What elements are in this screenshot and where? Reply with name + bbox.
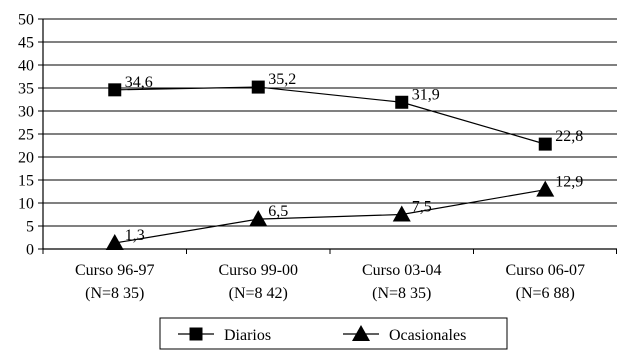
- y-tick-label: 10: [18, 196, 34, 213]
- x-tick-label: Curso 99-00: [218, 262, 298, 279]
- y-tick-label: 20: [18, 150, 34, 167]
- x-tick-label: Curso 03-04: [362, 262, 442, 279]
- data-point-ocasionales: [105, 234, 124, 251]
- y-tick-label: 0: [26, 242, 34, 259]
- legend-box: [159, 317, 508, 350]
- data-point-ocasionales: [249, 210, 268, 227]
- data-point-diarios: [251, 80, 265, 94]
- y-tick-label: 5: [26, 219, 34, 236]
- grid-lines: [43, 18, 617, 227]
- legend: Diarios Ocasionales: [159, 317, 508, 350]
- data-label-ocasionales: 12,9: [555, 174, 583, 191]
- data-point-diarios: [108, 83, 122, 97]
- y-tick-label: 45: [18, 35, 34, 52]
- series-diarios: 34,6 35,2 31,9 22,8: [108, 71, 583, 151]
- y-tick-label: 30: [18, 104, 34, 121]
- x-tick-label: (N=6 88): [516, 285, 575, 302]
- x-tick-label: Curso 96-97: [75, 262, 155, 279]
- x-tick-label: Curso 06-07: [505, 262, 585, 279]
- y-tick-label: 15: [18, 173, 34, 190]
- data-point-diarios: [395, 95, 409, 109]
- series-line-diarios: [114, 86, 546, 145]
- data-label-diarios: 34,6: [125, 74, 153, 91]
- data-label-diarios: 35,2: [268, 71, 296, 88]
- legend-marker-ocasionales: [352, 325, 370, 341]
- data-label-diarios: 22,8: [555, 128, 583, 145]
- data-label-ocasionales: 7,5: [412, 199, 432, 216]
- x-tick-label: (N=8 35): [85, 285, 144, 302]
- data-label-ocasionales: 6,5: [268, 203, 288, 220]
- series-line-ocasionales: [114, 189, 546, 244]
- x-tick-label: (N=8 42): [229, 285, 288, 302]
- data-point-ocasionales: [392, 205, 411, 222]
- data-point-ocasionales: [536, 180, 555, 197]
- data-label-ocasionales: 1,3: [125, 227, 145, 244]
- legend-marker-diarios: [189, 327, 203, 341]
- legend-label-ocasionales: Ocasionales: [389, 327, 466, 344]
- data-point-diarios: [538, 137, 552, 151]
- series-ocasionales: 1,3 6,5 7,5 12,9: [105, 174, 583, 251]
- y-tick-label: 50: [18, 12, 34, 29]
- x-axis-ticks: Curso 96-97 (N=8 35) Curso 99-00 (N=8 42) Cu…: [42, 249, 617, 302]
- y-tick-label: 25: [18, 127, 34, 144]
- y-tick-label: 40: [18, 58, 34, 75]
- data-label-diarios: 31,9: [412, 86, 440, 103]
- x-tick-label: (N=8 35): [372, 285, 431, 302]
- y-axis-ticks: 0 5 10 15 20 25 30 35 40 45 50: [18, 12, 43, 259]
- legend-label-diarios: Diarios: [224, 327, 271, 344]
- series-group: 34,6 35,2 31,9 22,8 1,3 6,5 7,5 12,9: [105, 71, 583, 251]
- y-tick-label: 35: [18, 81, 34, 98]
